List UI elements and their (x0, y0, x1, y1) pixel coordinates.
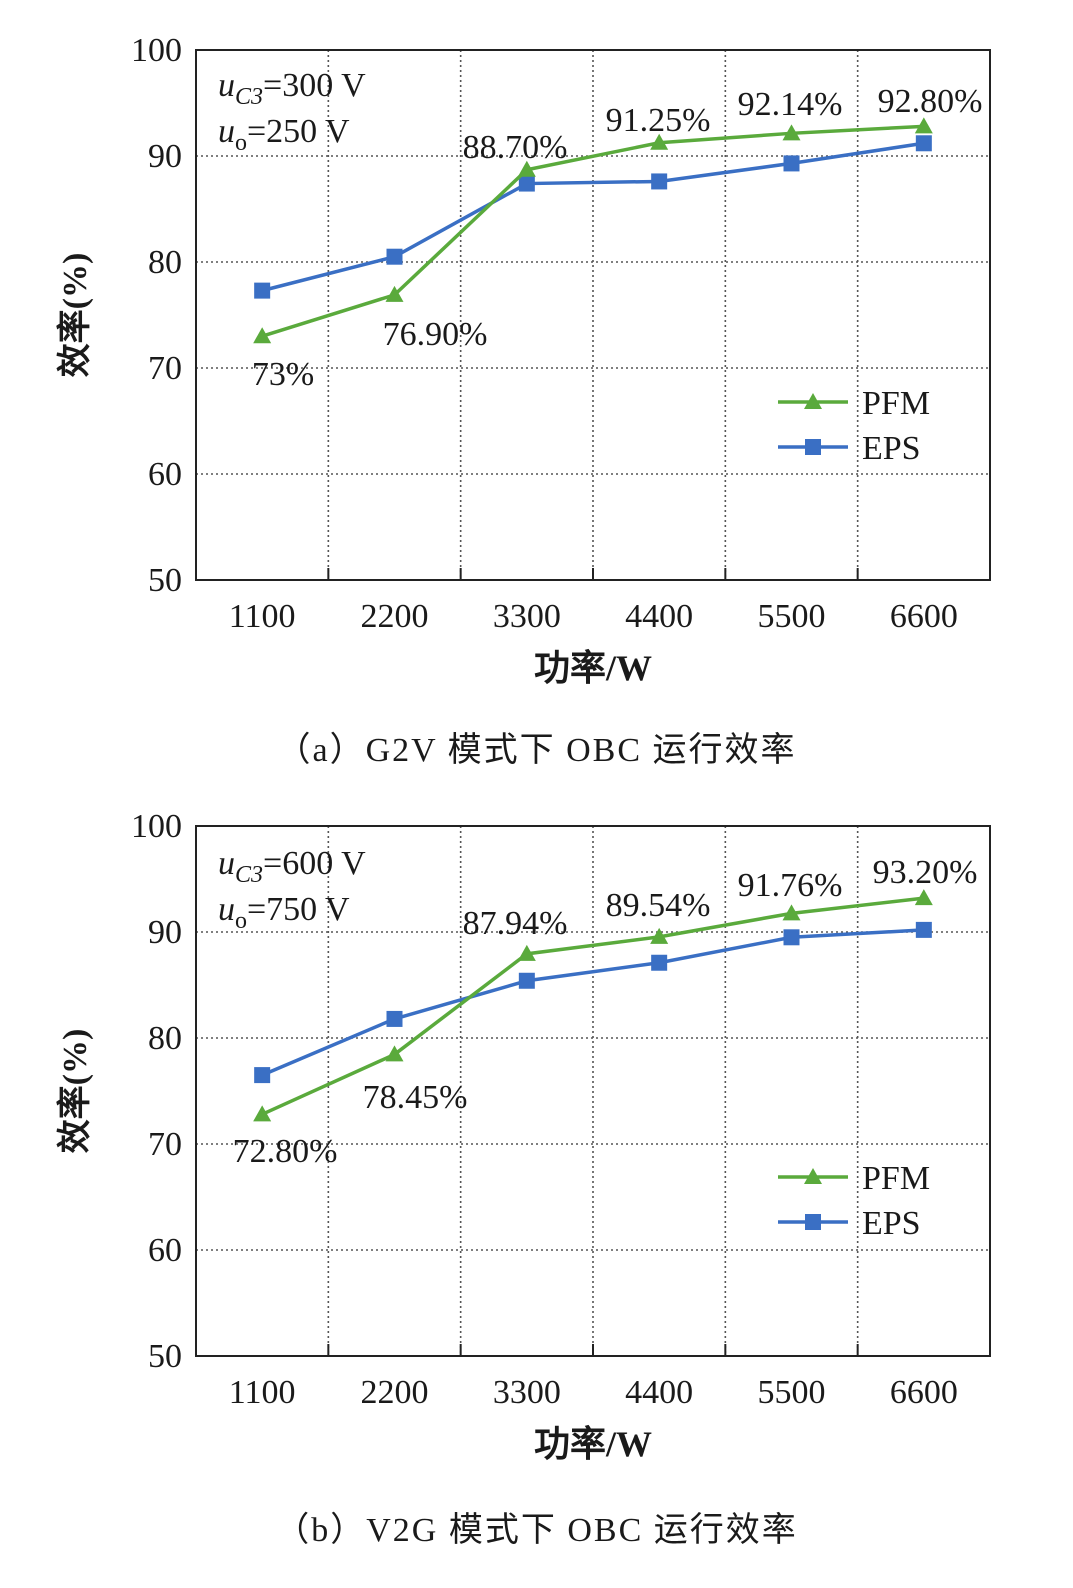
chart-a-g2v-efficiency: 50 60 70 80 90 100 1100 2200 3300 4400 5500 6600 功率/… (56, 32, 991, 688)
chart-a-x-tick-label: 5500 (758, 598, 826, 635)
chart-b-y-tick-label: 100 (131, 808, 182, 845)
chart-b-y-tick-label: 90 (148, 914, 182, 951)
chart-b-pfm-data-label: 89.54% (606, 887, 711, 924)
chart-b-y-tick-label: 80 (148, 1020, 182, 1057)
chart-a-y-tick-label: 60 (148, 456, 182, 493)
chart-b-x-axis-label: 功率/W (534, 1424, 652, 1464)
chart-b-eps-point (518, 972, 535, 989)
chart-b-eps-point (254, 1067, 271, 1084)
chart-b-pfm-data-label: 91.76% (738, 867, 843, 904)
chart-a-pfm-point (650, 133, 669, 150)
chart-a-condition-1: uC3=300 V (218, 67, 366, 110)
chart-a-y-tick-label: 50 (148, 562, 182, 599)
chart-b-legend-pfm-marker (804, 1168, 822, 1184)
chart-a-y-tick-label: 80 (148, 244, 182, 281)
chart-b-pfm-line (261, 896, 925, 1116)
chart-a-x-axis-label: 功率/W (534, 648, 652, 688)
chart-a-eps-point (254, 282, 271, 299)
chart-a-pfm-data-label: 73% (252, 356, 314, 393)
chart-a-pfm-data-label: 92.14% (738, 86, 843, 123)
chart-a-legend-pfm-marker (804, 393, 822, 409)
chart-b-x-tick-label: 5500 (758, 1374, 826, 1411)
chart-a-x-tick-label: 1100 (229, 598, 296, 635)
chart-b-pfm-data-label: 93.20% (873, 854, 978, 891)
chart-a-y-tick-label: 70 (148, 350, 182, 387)
chart-a-pfm-point (253, 327, 272, 344)
chart-b-caption: （b）V2G 模式下 OBC 运行效率 (275, 1512, 798, 1549)
chart-a-eps-point (518, 175, 535, 192)
chart-b-eps-line (261, 928, 924, 1077)
chart-a-condition-2: uo=250 V (218, 113, 350, 156)
chart-a-eps-point (651, 173, 668, 190)
chart-a-pfm-point (914, 117, 933, 134)
chart-a-caption: （a）G2V 模式下 OBC 运行效率 (276, 732, 797, 769)
chart-b-v2g-efficiency: 50 60 70 80 90 100 1100 2200 3300 4400 5500 6600 功率/… (56, 808, 991, 1464)
chart-b-eps-point (386, 1010, 403, 1027)
chart-a-legend-eps-marker (805, 439, 821, 455)
chart-b-pfm-point (914, 889, 933, 906)
chart-a-legend-eps-label: EPS (862, 430, 921, 467)
chart-a-x-tick-label: 4400 (625, 598, 693, 635)
chart-b-pfm-point (650, 927, 669, 944)
chart-a-eps-point (915, 135, 932, 152)
chart-a-pfm-data-label: 92.80% (878, 83, 983, 120)
chart-b-eps-point (915, 921, 932, 938)
chart-b-x-tick-label: 3300 (493, 1374, 561, 1411)
chart-a-eps-point (386, 248, 403, 265)
chart-b-pfm-data-label: 87.94% (463, 905, 568, 942)
chart-a-plot-frame (195, 49, 991, 581)
chart-b-x-tick-label: 1100 (229, 1374, 296, 1411)
chart-a-legend-pfm-label: PFM (862, 385, 930, 422)
chart-b-x-tick-label: 2200 (361, 1374, 429, 1411)
chart-b-pfm-data-label: 78.45% (363, 1079, 468, 1116)
chart-a-eps-line (261, 141, 925, 293)
chart-b-pfm-point (385, 1045, 404, 1062)
chart-b-y-tick-label: 50 (148, 1338, 182, 1375)
chart-b-legend-eps-label: EPS (862, 1205, 921, 1242)
chart-a-y-axis-label: 效率(%) (56, 253, 94, 378)
chart-a-eps-point (783, 155, 800, 172)
chart-b-y-tick-label: 60 (148, 1232, 182, 1269)
chart-a-pfm-data-label: 91.25% (606, 102, 711, 139)
chart-a-x-tick-label: 3300 (493, 598, 561, 635)
chart-b-x-tick-label: 6600 (890, 1374, 958, 1411)
chart-a-pfm-point (782, 124, 801, 141)
chart-b-pfm-point (517, 944, 536, 961)
chart-b-eps-point (651, 954, 668, 971)
chart-a-pfm-line (261, 124, 924, 338)
chart-a-x-tick-label: 6600 (890, 598, 958, 635)
chart-b-legend-eps-marker (805, 1214, 821, 1230)
chart-b-plot-frame (195, 825, 991, 1357)
chart-b-eps-point (783, 929, 800, 946)
chart-b-condition-2: uo=750 V (218, 891, 350, 934)
chart-b-pfm-point (782, 904, 801, 921)
chart-a-y-tick-label: 90 (148, 138, 182, 175)
chart-a-pfm-point (385, 285, 404, 302)
chart-b-condition-1: uC3=600 V (218, 845, 366, 888)
chart-a-x-tick-label: 2200 (361, 598, 429, 635)
chart-b-x-tick-label: 4400 (625, 1374, 693, 1411)
chart-b-y-axis-label: 效率(%) (56, 1029, 94, 1154)
chart-b-pfm-data-label: 72.80% (233, 1133, 338, 1170)
chart-a-pfm-data-label: 76.90% (383, 316, 488, 353)
chart-b-pfm-point (253, 1105, 272, 1122)
chart-a-pfm-data-label: 88.70% (463, 129, 568, 166)
chart-a-pfm-point (517, 160, 536, 177)
chart-b-y-tick-label: 70 (148, 1126, 182, 1163)
chart-a-y-tick-label: 100 (131, 32, 182, 69)
chart-b-legend-pfm-label: PFM (862, 1160, 930, 1197)
